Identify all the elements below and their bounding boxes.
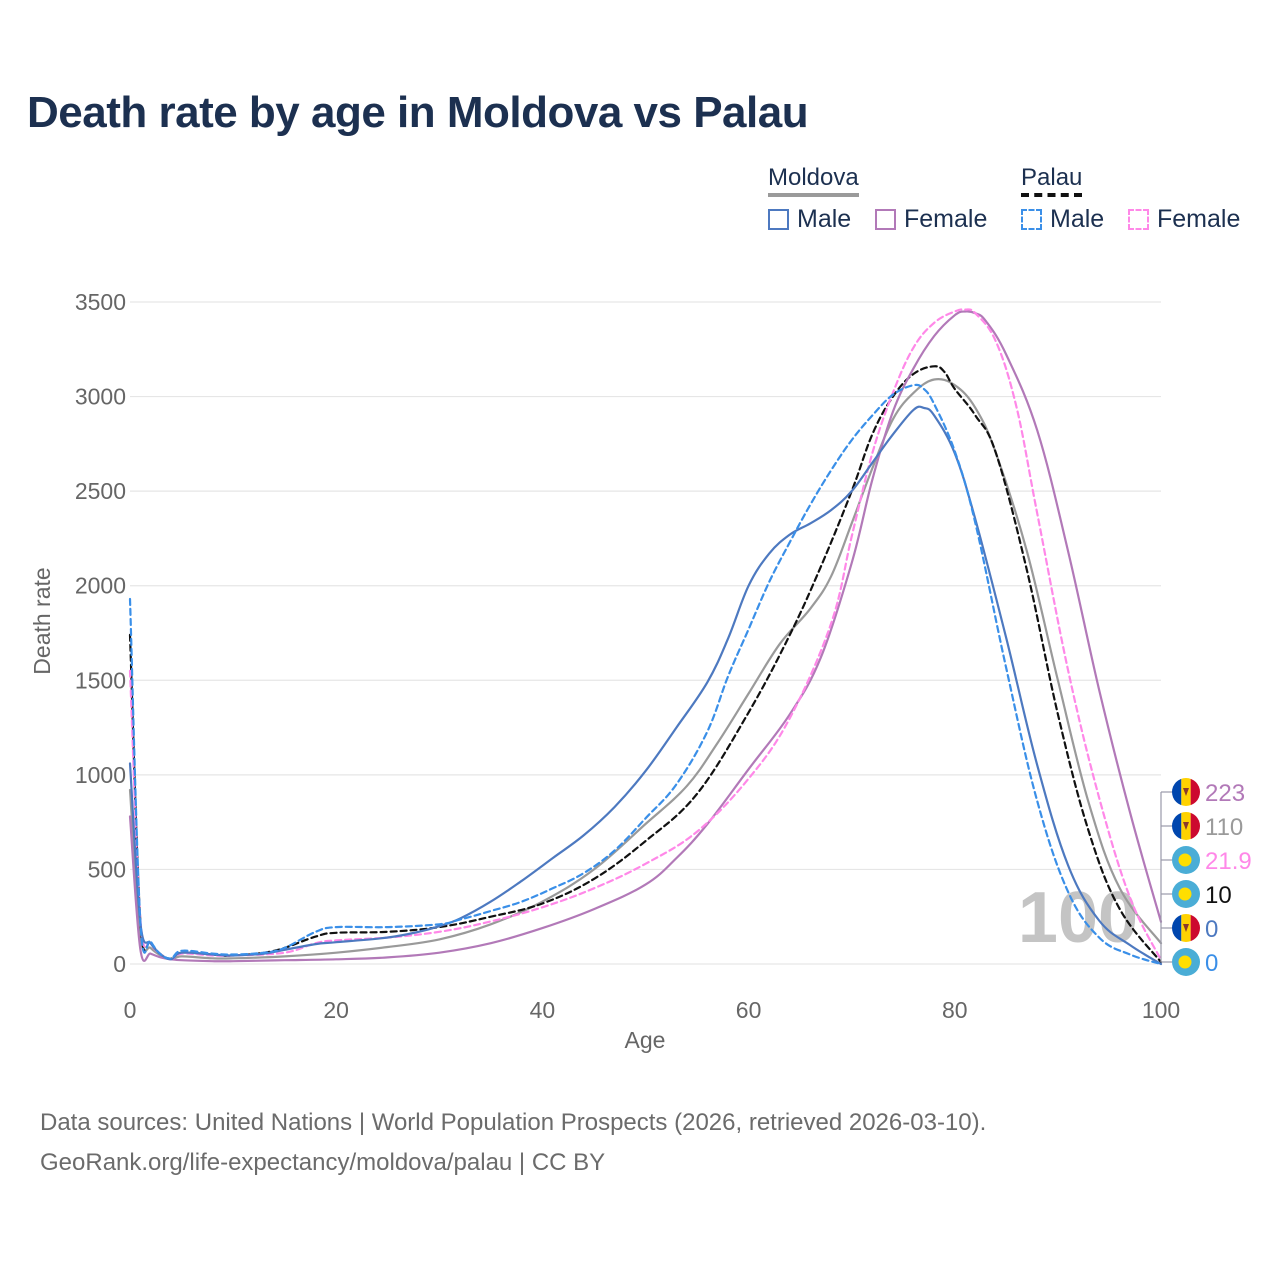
legend-swatch-palau-male (1021, 209, 1042, 230)
x-tick-label: 0 (124, 997, 137, 1023)
x-tick-label: 80 (942, 997, 968, 1023)
y-axis-ticks: 0 500 1000 1500 2000 2500 3000 3500 (75, 289, 126, 977)
legend-swatch-moldova-male (768, 209, 789, 230)
y-tick-label: 2000 (75, 573, 126, 599)
legend-group-moldova-label: Moldova (768, 164, 859, 191)
palau-flag-icon (1172, 846, 1200, 874)
x-tick-label: 100 (1142, 997, 1180, 1023)
x-tick-label: 20 (323, 997, 349, 1023)
grid-lines (130, 301, 1161, 965)
y-tick-label: 2500 (75, 478, 126, 504)
y-tick-label: 1500 (75, 667, 126, 693)
moldova-flag-icon (1172, 812, 1200, 840)
legend-label-moldova-female: Female (904, 205, 988, 233)
y-tick-label: 500 (88, 856, 126, 882)
source-link[interactable]: GeoRank.org/life-expectancy/moldova/pala… (40, 1149, 606, 1176)
legend-label-moldova-male: Male (797, 205, 852, 233)
legend-label-palau-female: Female (1157, 205, 1241, 233)
end-label-value: 0 (1205, 950, 1218, 977)
legend-swatch-moldova-female (875, 209, 896, 230)
year-watermark: 100 (1018, 878, 1138, 958)
y-axis-label: Death rate (29, 567, 55, 674)
end-label-value: 110 (1205, 814, 1243, 841)
legend-group-palau[interactable]: Palau (1021, 164, 1083, 197)
legend-item-moldova-female[interactable]: Female (875, 205, 987, 234)
legend-group-moldova[interactable]: Moldova (768, 164, 859, 197)
x-tick-label: 40 (530, 997, 556, 1023)
legend-item-moldova-male[interactable]: Male (768, 205, 851, 234)
x-axis-ticks: 0 20 40 60 80 100 (124, 997, 1181, 1023)
legend-group-palau-label: Palau (1021, 164, 1083, 191)
series-line-palau-male[interactable] (128, 383, 1163, 966)
x-axis-label: Age (625, 1027, 666, 1053)
x-tick-label: 60 (736, 997, 762, 1023)
page-title: Death rate by age in Moldova vs Palau (27, 88, 809, 137)
series-line-palau-total[interactable] (128, 365, 1163, 964)
source-line-1: Data sources: United Nations | World Pop… (40, 1109, 987, 1136)
legend-swatch-palau-female (1128, 209, 1149, 230)
y-tick-label: 3500 (75, 289, 126, 315)
legend-palau-line (1021, 193, 1083, 197)
palau-flag-icon (1172, 880, 1200, 908)
end-labels: 223 110 21.9 10 0 0 (1160, 778, 1252, 977)
end-label-value: 21.9 (1205, 848, 1252, 875)
end-label-value: 0 (1205, 916, 1218, 943)
series-lines (128, 308, 1163, 966)
moldova-flag-icon (1172, 778, 1200, 806)
legend-label-palau-male: Male (1050, 205, 1105, 233)
palau-flag-icon (1172, 948, 1200, 976)
y-tick-label: 3000 (75, 384, 126, 410)
legend-moldova-line (768, 193, 859, 197)
end-label-value: 223 (1205, 780, 1245, 807)
moldova-flag-icon (1172, 914, 1200, 942)
y-tick-label: 1000 (75, 762, 126, 788)
y-tick-label: 0 (113, 951, 126, 977)
legend-item-palau-male[interactable]: Male (1021, 205, 1104, 234)
end-label-value: 10 (1205, 882, 1232, 909)
series-line-moldova-female[interactable] (128, 310, 1163, 963)
legend-item-palau-female[interactable]: Female (1128, 205, 1240, 234)
